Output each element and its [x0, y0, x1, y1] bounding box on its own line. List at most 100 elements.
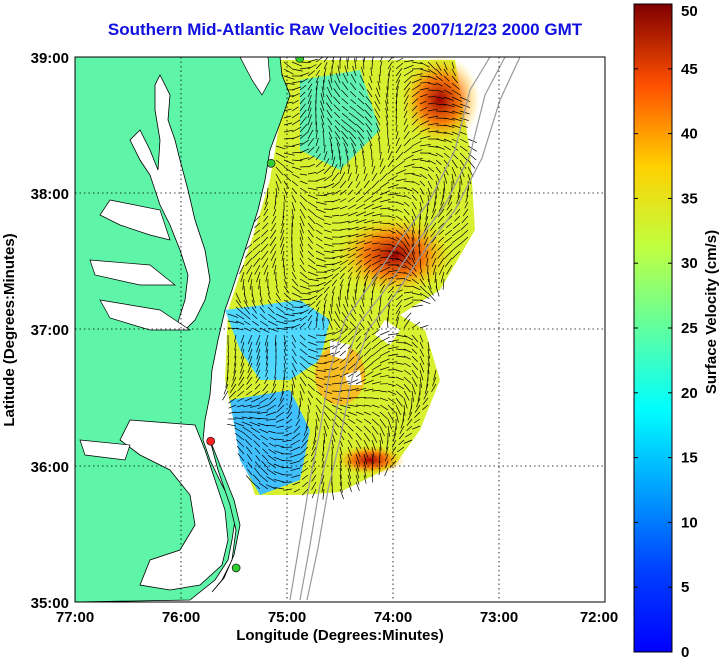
velocity-vector	[311, 467, 317, 475]
velocity-vector	[241, 416, 253, 420]
velocity-vector	[384, 467, 389, 477]
velocity-vector	[379, 272, 389, 280]
velocity-vector	[328, 79, 333, 91]
velocity-vector	[403, 110, 408, 119]
velocity-vector	[291, 257, 294, 266]
velocity-vector	[277, 397, 285, 408]
velocity-vector	[443, 145, 451, 151]
velocity-vector	[427, 166, 435, 173]
velocity-vector	[365, 96, 373, 105]
velocity-vector	[371, 467, 374, 477]
velocity-vector	[307, 307, 314, 315]
velocity-vector	[283, 369, 286, 380]
velocity-vector	[252, 390, 261, 397]
velocity-vector	[442, 278, 445, 290]
velocity-vector	[440, 271, 445, 283]
velocity-vector	[299, 139, 309, 147]
velocity-vector	[355, 474, 360, 485]
velocity-vector	[395, 215, 403, 221]
velocity-vector	[355, 181, 361, 189]
velocity-vector	[334, 311, 341, 322]
velocity-vector	[291, 348, 297, 357]
velocity-vector	[419, 278, 426, 288]
velocity-vector	[411, 90, 420, 98]
velocity-vector	[249, 278, 253, 290]
velocity-vector	[299, 109, 307, 119]
velocity-vector	[283, 152, 295, 156]
velocity-vector	[321, 317, 325, 329]
velocity-vector	[291, 299, 303, 303]
velocity-vector	[395, 362, 404, 365]
velocity-vector	[291, 208, 295, 220]
velocity-vector	[275, 194, 277, 204]
velocity-vector	[299, 78, 309, 84]
velocity-vector	[419, 166, 429, 171]
velocity-vector	[379, 432, 384, 444]
velocity-vector	[315, 186, 327, 189]
velocity-vector	[291, 166, 302, 171]
velocity-vector	[334, 112, 341, 119]
velocity-vector	[247, 362, 253, 373]
velocity-vector	[258, 397, 269, 404]
velocity-vector	[268, 448, 277, 455]
velocity-vector	[418, 229, 421, 241]
velocity-vector	[395, 131, 399, 140]
velocity-vector	[237, 383, 245, 392]
velocity-vector	[419, 81, 430, 84]
velocity-vector	[379, 411, 388, 420]
velocity-vector	[369, 144, 373, 154]
velocity-vector	[259, 327, 270, 333]
velocity-vector	[403, 180, 414, 183]
velocity-vector	[451, 103, 463, 109]
velocity-vector	[395, 376, 404, 381]
velocity-vector	[467, 145, 477, 152]
velocity-vector	[253, 467, 261, 476]
velocity-vector	[418, 222, 421, 234]
velocity-vector	[385, 93, 389, 105]
velocity-vector	[356, 104, 365, 112]
x-tick-label: 76:00	[162, 609, 200, 626]
velocity-vector	[272, 376, 277, 387]
velocity-vector	[443, 152, 450, 158]
velocity-vector	[385, 115, 389, 126]
velocity-vector	[379, 343, 390, 350]
velocity-vector	[256, 362, 261, 373]
velocity-vector	[307, 301, 316, 308]
velocity-vector	[403, 222, 410, 232]
velocity-vector	[331, 279, 338, 287]
velocity-vector	[403, 264, 412, 271]
velocity-vector	[282, 257, 285, 268]
x-tick-label: 73:00	[480, 609, 518, 626]
velocity-vector	[395, 160, 406, 168]
colorbar-tick-label: 10	[681, 514, 698, 531]
velocity-vector	[261, 460, 269, 469]
velocity-vector	[291, 278, 299, 287]
velocity-vector	[291, 68, 303, 72]
velocity-vector	[257, 411, 269, 414]
velocity-vector	[467, 166, 474, 177]
velocity-vector	[347, 439, 353, 448]
velocity-vector	[367, 320, 373, 329]
velocity-vector	[349, 136, 357, 147]
velocity-vector	[443, 110, 455, 114]
velocity-vector	[387, 257, 399, 260]
velocity-vector	[419, 341, 424, 349]
velocity-vector	[363, 341, 371, 350]
delaware-bay	[239, 57, 271, 96]
velocity-vector	[419, 362, 425, 373]
velocity-vector	[323, 299, 327, 308]
velocity-vector	[307, 100, 312, 112]
velocity-vector	[411, 321, 421, 329]
velocity-vector	[363, 167, 366, 175]
velocity-vector	[371, 213, 383, 217]
x-tick-label: 72:00	[580, 609, 618, 626]
velocity-vector	[283, 334, 287, 345]
velocity-vector	[323, 432, 326, 444]
velocity-vector	[405, 432, 413, 438]
velocity-vector	[229, 411, 237, 414]
velocity-vector	[331, 207, 340, 210]
velocity-vector	[419, 100, 427, 105]
velocity-vector	[379, 261, 391, 266]
velocity-vector	[435, 68, 443, 76]
velocity-vector	[323, 208, 334, 210]
